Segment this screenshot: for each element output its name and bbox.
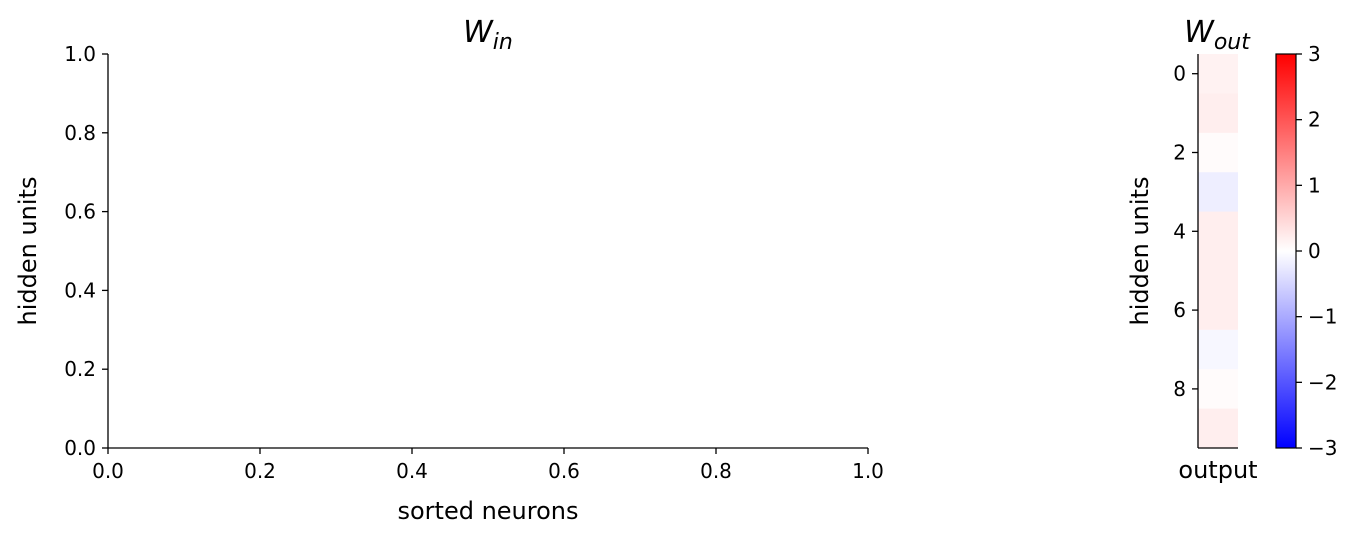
wout-y-tick-label: 6	[1173, 298, 1186, 322]
wout-title: Wout	[1184, 15, 1251, 55]
wout-cell	[1198, 132, 1238, 173]
wout-heatmap-cells	[1198, 54, 1238, 449]
win-y-tick-label: 0.6	[64, 200, 96, 224]
win-x-label: sorted neurons	[397, 497, 578, 525]
win-title-sub: in	[493, 30, 513, 55]
win-y-label: hidden units	[14, 177, 42, 326]
wout-cell	[1198, 290, 1238, 331]
colorbar-gradient	[1276, 54, 1296, 448]
win-x-tick-label: 1.0	[852, 459, 884, 483]
wout-title-main: W	[1184, 15, 1215, 50]
win-y-tick-label: 0.2	[64, 357, 96, 381]
wout-y-tick-label: 0	[1173, 62, 1186, 86]
wout-panel: Wout 0 2 4 6 8 output hidden units	[1126, 15, 1258, 484]
colorbar-ticks: 3 2 1 0 −1 −2 −3	[1296, 42, 1337, 460]
colorbar-tick-label: −2	[1308, 370, 1337, 394]
wout-cell	[1198, 329, 1238, 370]
wout-cell	[1198, 408, 1238, 449]
colorbar: 3 2 1 0 −1 −2 −3	[1275, 42, 1337, 460]
colorbar-tick-label: 0	[1308, 239, 1321, 263]
win-y-tick-label: 0.0	[64, 436, 96, 460]
win-y-tick-label: 0.8	[64, 121, 96, 145]
win-y-tick-label: 1.0	[64, 42, 96, 66]
win-x-tick-label: 0.2	[244, 459, 276, 483]
wout-cell	[1198, 93, 1238, 134]
win-panel: Win 0.0 0.2 0.4 0.6 0.8 1.0 0.0 0.2 0.4 0.6 0.8 1.…	[14, 15, 884, 525]
wout-y-label: hidden units	[1126, 177, 1154, 326]
wout-cell	[1198, 251, 1238, 291]
wout-cell	[1198, 369, 1238, 410]
wout-cell	[1198, 54, 1238, 94]
win-x-tick-label: 0.6	[548, 459, 580, 483]
win-x-tick-label: 0.8	[700, 459, 732, 483]
colorbar-tick-label: 3	[1308, 42, 1321, 66]
wout-y-tick-label: 4	[1173, 219, 1186, 243]
win-title-main: W	[463, 15, 494, 50]
win-y-ticks: 0.0 0.2 0.4 0.6 0.8 1.0	[64, 42, 108, 460]
win-x-tick-label: 0.0	[92, 459, 124, 483]
colorbar-tick-label: −1	[1308, 305, 1337, 329]
wout-y-tick-label: 2	[1173, 141, 1186, 165]
win-y-tick-label: 0.4	[64, 278, 96, 302]
wout-cell	[1198, 172, 1238, 213]
wout-x-label: output	[1178, 456, 1257, 484]
colorbar-tick-label: 2	[1308, 108, 1321, 132]
colorbar-tick-label: −3	[1308, 436, 1337, 460]
win-x-ticks: 0.0 0.2 0.4 0.6 0.8 1.0	[92, 448, 884, 483]
wout-y-ticks: 0 2 4 6 8	[1173, 62, 1198, 401]
wout-cell	[1198, 211, 1238, 252]
colorbar-tick-label: 1	[1308, 173, 1321, 197]
wout-y-tick-label: 8	[1173, 377, 1186, 401]
win-x-tick-label: 0.4	[396, 459, 428, 483]
wout-title-sub: out	[1214, 30, 1251, 55]
win-title: Win	[463, 15, 513, 55]
